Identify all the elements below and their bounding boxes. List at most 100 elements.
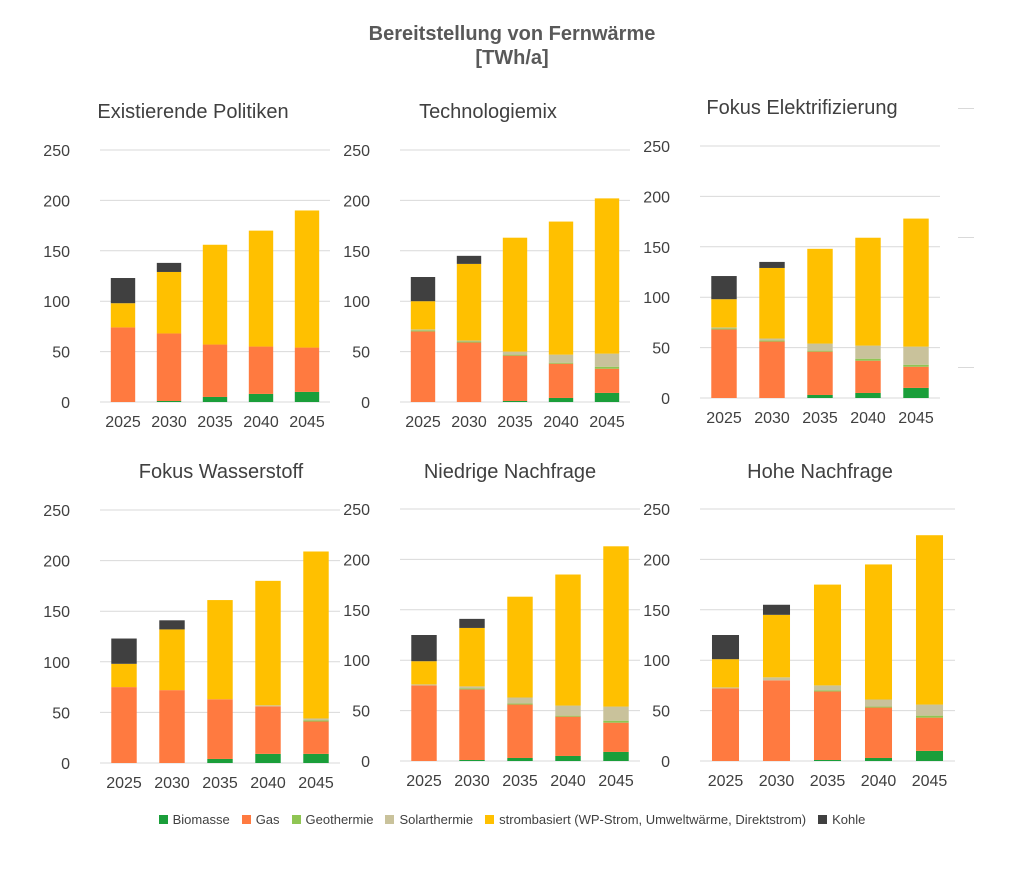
bar-segment-strombasiert-2040	[855, 237, 881, 346]
legend-label-geothermie: Geothermie	[305, 812, 374, 827]
bar-segment-geothermie-2035	[502, 354, 528, 356]
legend-label-strombasiert: strombasiert (WP-Strom, Umweltwärme, Dir…	[499, 812, 807, 827]
legend-item-solarthermie: Solarthermie	[385, 812, 473, 827]
bar-segment-biomasse-2035	[807, 394, 833, 398]
chart-panel-existierende-politiken: Existierende Politiken 0 50 100 150 200 250 202…	[43, 101, 330, 431]
legend-swatch-gas	[241, 815, 251, 824]
bar-segment-solarthermie-2040	[855, 345, 881, 359]
legend-item-biomasse: Biomasse	[158, 812, 230, 827]
bar-segment-biomasse-2030	[156, 400, 182, 402]
bar-segment-biomasse-2030	[459, 759, 485, 761]
bar-segment-strombasiert-2035	[502, 237, 528, 352]
chart-panel-technologiemix: Technologiemix 0 50 100 150 200 250 2025 2030 203…	[343, 101, 630, 431]
legend-label-biomasse: Biomasse	[172, 812, 230, 827]
bar-segment-strombasiert-2035	[807, 248, 833, 344]
x-tick-label: 2045	[589, 414, 625, 431]
bar-segment-strombasiert-2035	[813, 584, 842, 686]
bar-segment-strombasiert-2030	[759, 267, 785, 339]
bar-segment-gas-2040	[864, 707, 893, 758]
x-tick-label: 2040	[550, 773, 586, 790]
bar-segment-solarthermie-2025	[410, 329, 436, 331]
y-tick-label: 250	[43, 503, 70, 520]
bar-segment-biomasse-2040	[864, 757, 893, 761]
bar-segment-strombasiert-2045	[603, 546, 629, 707]
bar-segment-geothermie-2045	[303, 720, 329, 722]
bar-segment-solarthermie-2030	[762, 677, 791, 681]
x-tick-label: 2035	[497, 414, 533, 431]
legend-label-solarthermie: Solarthermie	[399, 812, 474, 827]
bar-segment-biomasse-2040	[255, 753, 281, 763]
bar-segment-biomasse-2045	[603, 751, 629, 761]
edge-mark	[958, 237, 974, 238]
x-tick-label: 2030	[759, 773, 795, 790]
bar-segment-gas-2025	[110, 327, 136, 402]
bar-segment-solarthermie-2030	[456, 340, 482, 342]
bar-segment-gas-2045	[903, 366, 929, 388]
y-tick-label: 200	[343, 193, 370, 210]
bar-segment-strombasiert-2045	[303, 551, 329, 719]
y-tick-label: 100	[43, 655, 70, 672]
bar-segment-strombasiert-2040	[248, 230, 274, 347]
x-tick-label: 2025	[406, 773, 442, 790]
y-tick-label: 200	[643, 552, 670, 569]
chart-title: Hohe Nachfrage	[747, 461, 893, 483]
legend: Biomasse Gas Geothermie Solarthermie str…	[0, 812, 1024, 827]
bar-segment-biomasse-2045	[294, 391, 320, 402]
main-title-line2: [TWh/a]	[475, 47, 549, 69]
bar-segment-kohle-2030	[762, 604, 791, 615]
y-tick-label: 0	[61, 395, 70, 412]
bar-segment-gas-2035	[807, 351, 833, 395]
legend-item-strombasiert: strombasiert (WP-Strom, Umweltwärme, Dir…	[485, 812, 806, 827]
chart-title: Existierende Politiken	[97, 101, 288, 123]
y-tick-label: 50	[52, 705, 70, 722]
bar-segment-geothermie-2035	[813, 690, 842, 692]
x-tick-label: 2035	[802, 410, 838, 427]
bar-segment-kohle-2030	[759, 261, 785, 268]
bar-segment-solarthermie-2045	[303, 718, 329, 721]
bar-segment-strombasiert-2025	[110, 303, 136, 328]
y-tick-label: 150	[43, 244, 70, 261]
bar-segment-geothermie-2040	[864, 706, 893, 708]
bar-segment-biomasse-2040	[555, 755, 581, 761]
bar-segment-kohle-2025	[711, 276, 737, 300]
bar-segment-strombasiert-2030	[156, 271, 182, 334]
y-tick-label: 100	[343, 294, 370, 311]
x-tick-label: 2035	[502, 773, 538, 790]
bar-segment-gas-2040	[248, 346, 274, 394]
bar-segment-kohle-2030	[456, 255, 482, 264]
bar-segment-strombasiert-2025	[111, 663, 137, 688]
x-tick-label: 2030	[754, 410, 790, 427]
bar-segment-solarthermie-2035	[502, 351, 528, 355]
bar-segment-strombasiert-2025	[411, 661, 437, 685]
bar-segment-gas-2025	[411, 685, 437, 761]
bar-segment-kohle-2030	[156, 262, 182, 272]
bar-segment-strombasiert-2045	[294, 210, 320, 348]
bar-segment-gas-2040	[255, 706, 281, 754]
legend-swatch-strombasiert	[485, 815, 495, 824]
y-tick-label: 200	[643, 189, 670, 206]
bar-segment-gas-2045	[594, 368, 620, 393]
legend-swatch-kohle	[818, 815, 828, 824]
chart-panel-hohe-nachfrage: Hohe Nachfrage 0 50 100 150 200 250 2025 2030 203…	[643, 461, 955, 790]
bar-segment-solarthermie-2045	[915, 704, 944, 716]
bar-segment-solarthermie-2045	[903, 346, 929, 365]
y-tick-label: 100	[43, 294, 70, 311]
bar-segment-solarthermie-2040	[548, 354, 574, 363]
bar-segment-gas-2030	[759, 341, 785, 398]
bar-segment-gas-2035	[207, 699, 233, 759]
bar-segment-solarthermie-2045	[594, 353, 620, 367]
bar-segment-kohle-2025	[411, 635, 437, 662]
bar-segment-geothermie-2025	[711, 328, 737, 330]
bar-segment-geothermie-2030	[459, 688, 485, 690]
bar-segment-strombasiert-2035	[202, 244, 228, 345]
bar-segment-gas-2035	[813, 691, 842, 760]
x-tick-label: 2045	[289, 414, 325, 431]
x-tick-label: 2025	[405, 414, 441, 431]
bar-segment-strombasiert-2045	[903, 218, 929, 347]
bar-segment-geothermie-2025	[410, 330, 436, 332]
bar-segment-kohle-2025	[110, 278, 136, 304]
legend-item-geothermie: Geothermie	[291, 812, 374, 827]
bar-segment-strombasiert-2045	[915, 535, 944, 705]
bar-segment-biomasse-2035	[502, 400, 528, 402]
